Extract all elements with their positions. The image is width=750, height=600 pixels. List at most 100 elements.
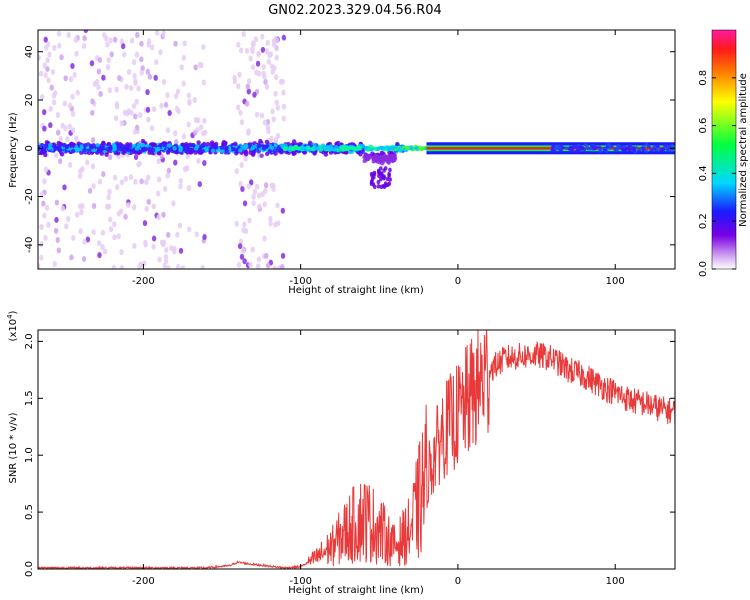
spectrogram-cell	[345, 147, 350, 151]
spec-y-tick-label: 0	[24, 145, 35, 151]
spectrogram-cell	[108, 37, 113, 44]
spectrogram-cell	[39, 240, 44, 247]
spectrogram-cell	[136, 85, 141, 92]
spectrogram-cell	[383, 166, 388, 171]
spectrogram-cell	[372, 171, 377, 177]
spectrogram-cell	[81, 255, 87, 262]
spectrogram-cell	[161, 79, 167, 86]
spectrogram-cell	[198, 124, 204, 131]
spectrogram-cell	[43, 234, 48, 241]
spectrogram-cell	[246, 88, 252, 95]
spectrogram-cell	[268, 51, 274, 58]
spectrogram-cell	[252, 91, 257, 98]
spectrogram-cell	[71, 142, 76, 147]
spectrogram-cell	[238, 148, 243, 153]
spectrogram-cell	[97, 146, 102, 151]
spectrogram-cell	[257, 203, 262, 210]
spectrogram-cell	[57, 146, 62, 151]
spectrogram-cell	[129, 109, 134, 116]
spectrogram-cell	[114, 101, 120, 108]
spectrogram-cell	[192, 97, 197, 104]
spectrogram-cell	[262, 119, 268, 126]
spectrogram-cell	[59, 152, 65, 157]
spectrogram-cell	[78, 168, 83, 175]
spectrogram-cell	[262, 235, 267, 242]
spectrogram-cell	[125, 110, 130, 117]
spectrogram-cell	[123, 176, 128, 183]
spectrogram-cell	[109, 51, 114, 58]
spectrogram-cell	[106, 57, 111, 64]
spectrogram-cell	[306, 145, 311, 150]
spectrogram-cell	[270, 68, 275, 75]
spectrogram-cell	[386, 147, 392, 152]
spectrogram-cell	[162, 262, 167, 269]
spectrogram-cell	[44, 44, 49, 51]
spectrogram-cell	[147, 73, 153, 80]
spectrogram-cell	[340, 148, 345, 152]
spec-x-tick-label: 0	[455, 276, 461, 287]
spectrogram-cell	[577, 148, 582, 152]
spectrogram-cell	[269, 182, 274, 189]
spectrogram-cell	[52, 44, 57, 51]
spectrogram-cell	[579, 146, 584, 150]
spectrogram-cell	[82, 148, 87, 153]
spectrogram-cell	[272, 265, 278, 269]
spectrogram-cell	[140, 65, 145, 72]
spectrogram-cell	[263, 78, 268, 85]
spectrogram-cell	[157, 256, 162, 263]
spectrogram-cell	[185, 153, 191, 160]
spectrogram-cell	[379, 184, 384, 190]
spectrogram-cell	[280, 207, 286, 214]
spectrogram-cell	[90, 98, 95, 105]
spectrogram-cell	[263, 182, 269, 189]
colorbar-tick-label: 0.8	[698, 70, 709, 86]
spectrogram-cell	[178, 177, 184, 184]
spectrogram-cell	[275, 202, 280, 209]
spectrogram-cell	[46, 221, 51, 228]
spectrogram-cell	[265, 124, 271, 131]
spectrogram-cell	[195, 126, 200, 133]
spectrogram-cell	[182, 40, 187, 47]
spectrogram-cell	[127, 144, 133, 149]
spec-y-tick-label: -20	[24, 188, 35, 204]
spectrogram-cell	[118, 208, 124, 215]
spectrogram-cell	[181, 54, 187, 61]
spectrogram-cell	[66, 216, 71, 223]
spectrogram-cell	[62, 184, 67, 191]
spectrogram-cell	[271, 116, 277, 123]
spectrogram-cell	[196, 157, 201, 164]
spectrogram-cell	[162, 142, 167, 148]
spectrogram-cell	[51, 99, 57, 106]
spectrogram-cell	[77, 203, 83, 210]
spectrogram-cell	[166, 149, 171, 154]
spectrogram-cell	[232, 78, 238, 85]
spectrogram-cell	[273, 137, 278, 144]
spectrogram-cell	[364, 153, 370, 159]
spectrogram-cell	[42, 212, 47, 219]
snr-y-axis: 0.0 0.5 1.0 1.5 2.0	[24, 333, 675, 577]
snr-y-tick-label: 1.0	[24, 447, 35, 463]
spectrogram-cell	[256, 144, 261, 149]
spectrogram-cell	[387, 150, 392, 155]
spectrogram-cell	[140, 142, 146, 148]
spectrogram-cell	[127, 147, 132, 153]
spectrogram-cell	[98, 91, 103, 98]
spectrogram-cell	[119, 249, 124, 256]
spectrogram-cell	[128, 84, 134, 91]
spectrogram-cell	[62, 100, 68, 107]
spectrogram-cell	[137, 160, 142, 167]
spectrogram-cell	[155, 190, 161, 197]
spectrogram-cell	[557, 146, 562, 150]
spectrogram-cell	[112, 36, 118, 43]
spectrogram-cell	[237, 71, 242, 78]
spectrogram-cell	[246, 78, 252, 85]
spectrogram-cell	[239, 253, 245, 260]
spectrogram-cell	[180, 265, 186, 269]
spectrogram-cell	[242, 221, 247, 228]
spectrogram-cell	[172, 146, 177, 151]
spectrogram-cell	[260, 33, 265, 40]
colorbar-ticks: 0.0 0.2 0.4 0.6 0.8	[698, 70, 736, 277]
spectrogram-cell	[186, 121, 191, 128]
spectrogram-cell	[119, 264, 124, 269]
spectrogram-cell	[370, 179, 374, 185]
